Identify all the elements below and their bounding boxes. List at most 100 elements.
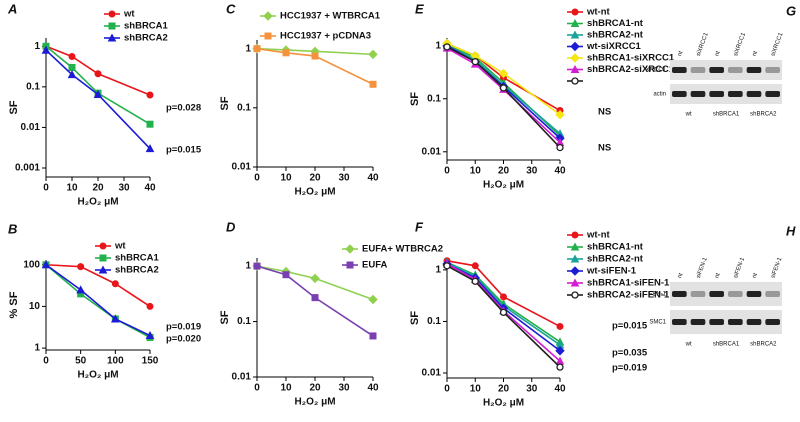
annotation: p=0.015 xyxy=(166,145,202,156)
x-tick-label: 0 xyxy=(43,183,49,194)
point xyxy=(555,346,565,356)
point xyxy=(146,91,154,99)
band xyxy=(746,291,762,297)
point xyxy=(110,314,120,323)
x-tick-label: 150 xyxy=(142,356,159,367)
lane-label: nt xyxy=(752,272,759,279)
x-tick-label: 100 xyxy=(107,356,124,367)
x-axis-label: H₂O₂ μM xyxy=(483,180,524,191)
point xyxy=(471,58,479,66)
band xyxy=(709,291,724,297)
series-line xyxy=(446,45,561,135)
band xyxy=(765,67,780,73)
row-label: XRCC1 xyxy=(646,68,667,74)
point xyxy=(556,363,564,371)
band xyxy=(746,319,762,325)
group-label: shBRCA2 xyxy=(750,342,777,348)
annotation: p=0.020 xyxy=(166,334,201,345)
legend-marker xyxy=(570,278,580,287)
lane-label: siXRCC1 xyxy=(770,31,784,57)
y-tick-label: 0.01 xyxy=(232,162,252,173)
y-tick-label: 0.01 xyxy=(422,146,442,157)
x-tick-label: 30 xyxy=(338,173,350,184)
band xyxy=(728,319,743,325)
legend-marker xyxy=(570,41,580,52)
lane-label: nt xyxy=(677,50,684,57)
lane-label: nt xyxy=(677,272,684,279)
panel-letter: G xyxy=(786,3,796,18)
legend-label: shBRCA1 xyxy=(115,253,160,264)
legend-label: EUFA xyxy=(362,260,387,271)
point xyxy=(368,294,378,305)
legend-label: wt xyxy=(114,241,126,252)
legend-label: wt-nt xyxy=(586,7,611,18)
legend-label: shBRCA2-siXRCC1 xyxy=(587,64,675,75)
annotation: p=0.019 xyxy=(612,363,647,374)
point xyxy=(146,302,154,310)
x-tick-label: 40 xyxy=(367,173,379,184)
legend-marker xyxy=(99,254,107,262)
legend-label: shBRCA1-siXRCC1 xyxy=(587,53,675,64)
point xyxy=(498,68,509,79)
legend-label: shBRCA2 xyxy=(115,265,159,276)
panel-letter: A xyxy=(7,1,17,16)
legend-marker xyxy=(571,231,579,239)
band xyxy=(709,91,724,97)
y-tick-label: 0.01 xyxy=(21,122,41,133)
lane-label: siFEN-1 xyxy=(733,256,746,279)
point xyxy=(68,63,76,71)
group-label: wt xyxy=(685,112,692,118)
legend-marker xyxy=(570,242,580,251)
y-tick-label: 0.001 xyxy=(15,163,40,174)
legend-marker xyxy=(108,10,116,18)
band xyxy=(746,91,762,97)
legend-label: EUFA+ WTBRCA2 xyxy=(362,244,443,255)
x-tick-label: 20 xyxy=(309,383,321,394)
x-axis-label: H₂O₂ μM xyxy=(294,397,335,408)
panel-letter: C xyxy=(226,1,236,16)
y-tick-label: 0.1 xyxy=(237,316,251,327)
legend-label: HCC1937 + pCDNA3 xyxy=(280,31,371,42)
point xyxy=(41,260,51,269)
x-tick-label: 40 xyxy=(554,384,566,395)
point xyxy=(500,293,507,301)
x-tick-label: 30 xyxy=(118,183,130,194)
lane-label: nt xyxy=(714,272,721,279)
legend-marker xyxy=(570,18,580,27)
point xyxy=(311,294,319,302)
x-tick-label: 30 xyxy=(526,384,538,395)
legend-label: shBRCA1-nt xyxy=(587,242,644,253)
lane-label: siFEN-1 xyxy=(770,256,783,279)
legend-marker xyxy=(571,77,579,85)
x-axis-label: H₂O₂ μM xyxy=(294,187,335,198)
point xyxy=(499,84,508,92)
legend-label: shBRCA1-nt xyxy=(587,18,644,29)
series-line xyxy=(446,263,561,362)
x-axis-label: H₂O₂ μM xyxy=(77,370,118,381)
x-tick-label: 10 xyxy=(280,383,292,394)
legend-label: wt-nt xyxy=(586,230,611,241)
band xyxy=(728,67,743,73)
point xyxy=(77,263,85,271)
point xyxy=(310,273,320,284)
point xyxy=(556,143,564,152)
band xyxy=(690,291,706,297)
band xyxy=(709,319,724,325)
group-label: shBRCA1 xyxy=(713,112,740,118)
point xyxy=(111,280,119,288)
legend-marker xyxy=(570,53,580,63)
series-line xyxy=(45,49,151,150)
series-line xyxy=(446,265,561,368)
point xyxy=(145,330,155,340)
y-tick-label: 10 xyxy=(29,301,41,312)
y-tick-label: 0.01 xyxy=(422,368,442,379)
y-axis-label: SF xyxy=(409,92,421,106)
y-tick-label: 0.1 xyxy=(427,93,441,104)
blot-strip xyxy=(670,282,782,306)
series-line xyxy=(45,263,151,308)
series-line xyxy=(45,264,151,339)
y-tick-label: 1 xyxy=(34,343,40,354)
point xyxy=(282,49,290,57)
x-tick-label: 20 xyxy=(498,166,510,177)
group-label: wt xyxy=(685,342,692,348)
